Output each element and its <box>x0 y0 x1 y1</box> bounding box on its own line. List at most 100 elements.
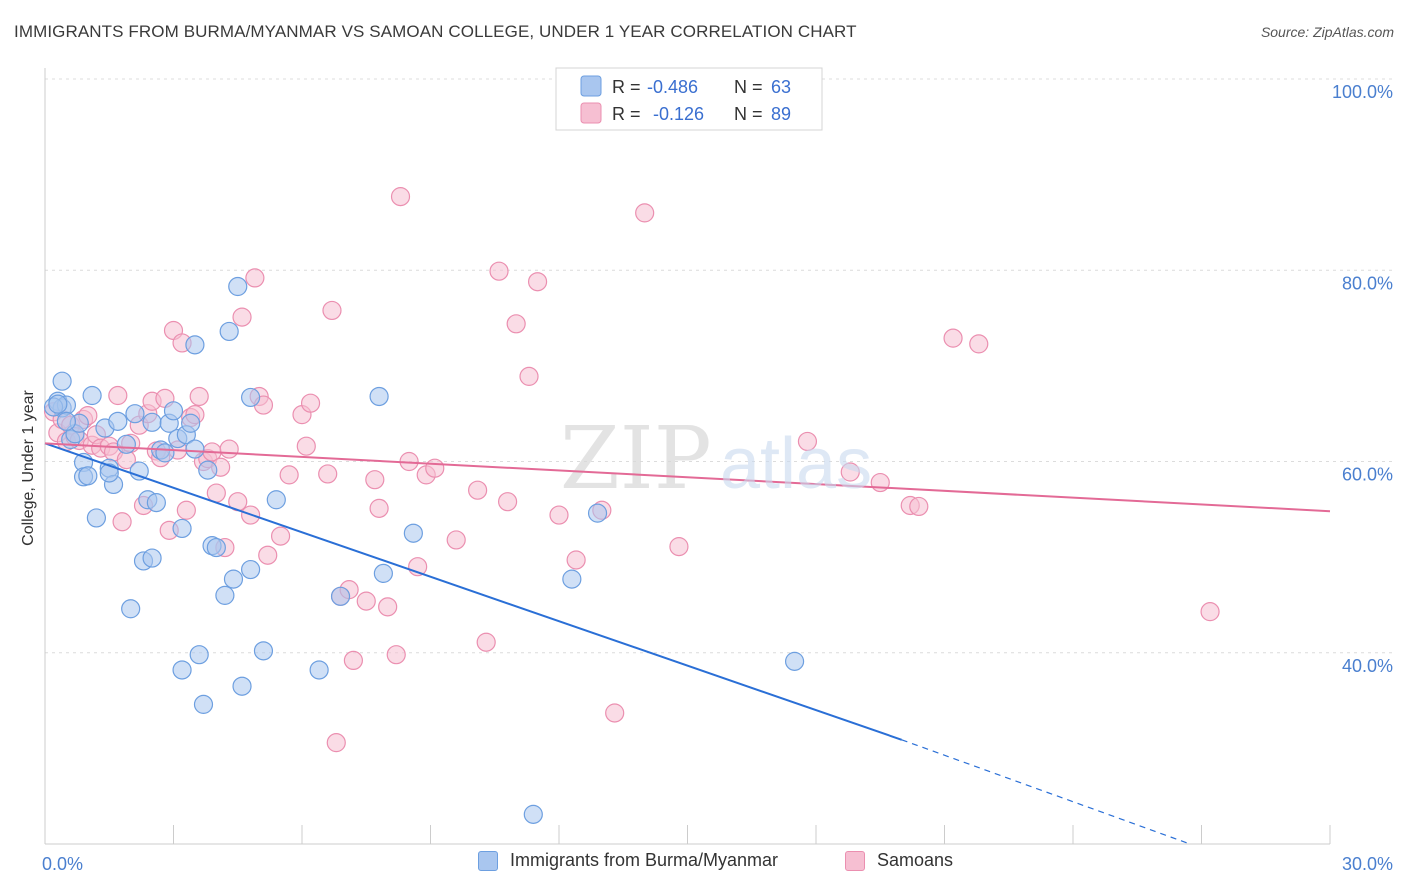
y-tick-label: 40.0% <box>1342 656 1393 676</box>
samoans-point <box>300 393 321 413</box>
samoans-point <box>840 462 860 482</box>
samoans-point <box>870 472 890 493</box>
burma-point <box>223 569 244 589</box>
samoans-point <box>519 366 539 386</box>
y-tick-label: 60.0% <box>1342 465 1393 485</box>
legend-label-burma: Immigrants from Burma/Myanmar <box>510 850 779 870</box>
x-tick-label-end: 30.0% <box>1342 854 1393 874</box>
legend-swatch-samoans <box>845 850 865 871</box>
samoans-point <box>506 314 526 334</box>
legend-n-label-2: N = <box>734 104 763 124</box>
samoans-point <box>468 480 488 500</box>
legend-swatch-blue <box>580 75 602 97</box>
burma-point <box>181 413 201 433</box>
burma-point <box>241 559 261 580</box>
samoans-point <box>943 328 963 348</box>
burma-point <box>99 463 119 483</box>
samoans-point <box>206 483 226 503</box>
burma-point <box>142 412 162 432</box>
burma-point <box>193 694 214 714</box>
burma-point <box>108 411 128 431</box>
burma-points <box>43 276 805 824</box>
legend-label-samoans: Samoans <box>877 850 954 870</box>
samoans-point <box>279 465 299 485</box>
series-legend: Immigrants from Burma/Myanmar Samoans <box>0 850 1406 880</box>
samoans-point <box>669 537 689 557</box>
burma-point <box>241 387 261 408</box>
samoans-point <box>112 512 132 532</box>
burma-point <box>587 503 608 523</box>
samoans-point <box>635 203 655 223</box>
legend-swatch-burma <box>478 850 498 871</box>
samoans-point <box>232 307 252 327</box>
samoans-point <box>1200 602 1220 622</box>
burma-point <box>784 651 805 671</box>
burma-point <box>373 563 393 583</box>
burma-point <box>185 335 205 355</box>
burma-point <box>56 411 77 431</box>
samoans-point <box>189 386 209 407</box>
legend-item-samoans: Samoans <box>845 850 953 871</box>
burma-point <box>266 490 286 510</box>
burma-point <box>48 394 68 414</box>
samoans-point <box>270 526 291 546</box>
burma-point <box>369 386 389 407</box>
y-tick-label: 100.0% <box>1332 82 1393 102</box>
burma-point <box>52 371 72 391</box>
burma-point <box>198 460 218 480</box>
watermark-atlas: atlas <box>720 424 872 504</box>
axes <box>44 68 1331 845</box>
burma-point <box>562 569 582 589</box>
samoans-point <box>446 530 466 550</box>
samoans-point <box>343 650 363 671</box>
samoans-point <box>527 272 548 292</box>
burma-point <box>116 434 136 454</box>
legend-r-value-2: -0.126 <box>653 104 704 124</box>
samoans-point <box>386 645 406 665</box>
burma-point <box>215 585 235 605</box>
burma-point <box>185 439 205 459</box>
burma-point <box>82 385 102 406</box>
y-tick-label: 80.0% <box>1342 273 1393 293</box>
samoans-point <box>176 500 196 520</box>
x-tick-label-start: 0.0% <box>42 854 83 874</box>
samoans-point <box>909 496 929 517</box>
burma-point <box>146 493 166 513</box>
burma-point <box>232 676 252 696</box>
samoans-point <box>245 268 265 288</box>
samoans-point <box>390 187 411 207</box>
samoans-point <box>296 436 316 456</box>
burma-point <box>219 321 239 342</box>
trend-lines <box>44 442 1331 845</box>
burma-point <box>163 401 184 421</box>
burma-trend-line <box>44 442 902 741</box>
legend-r-label-1: R = <box>612 77 641 97</box>
samoans-point <box>498 492 518 512</box>
burma-point <box>172 518 192 539</box>
burma-point <box>125 404 145 424</box>
burma-point <box>78 466 98 486</box>
burma-point <box>206 537 226 558</box>
burma-point <box>523 804 543 824</box>
samoans-point <box>549 505 569 525</box>
samoans-point <box>378 597 398 617</box>
samoans-point <box>797 431 818 452</box>
samoans-point <box>219 439 239 459</box>
samoans-point <box>489 261 509 281</box>
legend-swatch-pink <box>580 102 602 124</box>
legend-n-value-2: 89 <box>771 104 791 124</box>
samoans-point <box>566 550 586 570</box>
samoans-point <box>365 470 385 490</box>
legend-n-value-1: 63 <box>771 77 791 97</box>
watermark: ZIP <box>560 409 712 509</box>
burma-point <box>253 641 274 661</box>
burma-trend-extension <box>901 739 1191 845</box>
burma-point <box>155 443 175 463</box>
burma-point <box>86 508 107 528</box>
burma-point <box>330 586 351 606</box>
burma-point <box>228 276 248 297</box>
tick-labels: 40.0% 60.0% 80.0% 100.0% 0.0% 30.0% <box>42 82 1393 874</box>
chart-title: IMMIGRANTS FROM BURMA/MYANMAR VS SAMOAN … <box>14 22 857 41</box>
samoans-point <box>476 632 496 652</box>
legend-r-label-2: R = <box>612 104 641 124</box>
